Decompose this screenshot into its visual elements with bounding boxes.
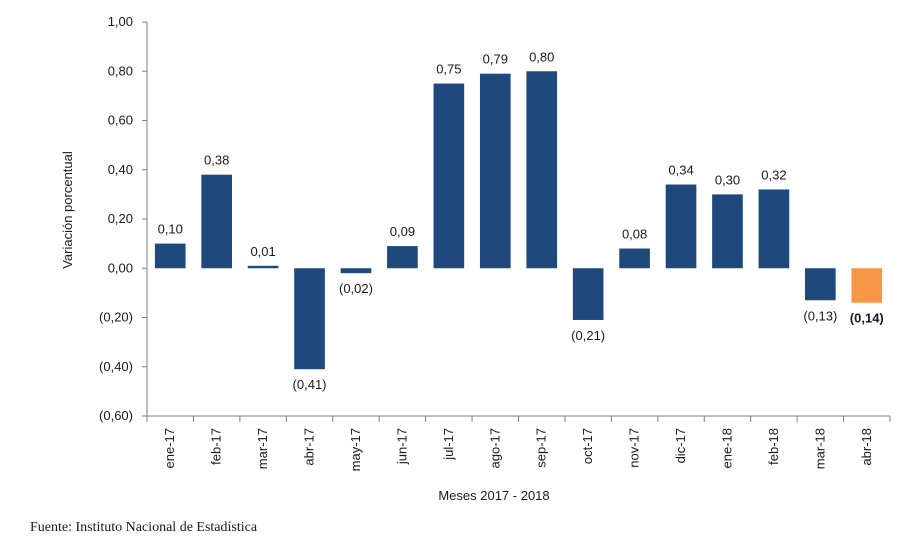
data-label: 0,32 — [761, 167, 786, 182]
bar-may-17 — [340, 268, 372, 274]
bar-jun-17 — [387, 246, 418, 269]
y-tick-label: 0,20 — [108, 211, 133, 226]
data-label: 0,38 — [204, 153, 229, 168]
x-tick-label: feb-17 — [209, 428, 224, 465]
x-tick-label: abr-17 — [302, 428, 317, 466]
data-label: 0,01 — [250, 244, 275, 259]
bars: 0,10 0,38 0,01 (0,41) (0,02) 0,09 0,75 0,79 0,80… — [154, 49, 884, 392]
data-label: 0,79 — [483, 52, 508, 67]
bar-ene-17 — [154, 243, 186, 269]
y-tick-label: 0,00 — [108, 260, 133, 275]
x-tick-label: may-17 — [348, 428, 363, 471]
data-label: (0,14) — [850, 311, 884, 326]
y-tick-label: 1,00 — [108, 14, 133, 29]
data-label: (0,21) — [571, 328, 605, 343]
y-tick-label: (0,20) — [99, 310, 133, 325]
x-tick-label: ene-17 — [162, 428, 177, 468]
bar-ene-18 — [712, 194, 743, 269]
bar-feb-18 — [758, 189, 790, 269]
x-tick-label: jun-17 — [394, 428, 409, 465]
y-tick-label: 0,60 — [108, 113, 133, 128]
x-tick-label: mar-18 — [812, 428, 827, 469]
bar-abr-17 — [294, 268, 325, 370]
data-label: (0,13) — [803, 308, 837, 323]
bar-jul-17 — [433, 83, 465, 269]
x-axis: ene-17 feb-17 mar-17 abr-17 may-17 jun-17 jul-… — [146, 415, 891, 471]
bar-abr-18 — [851, 268, 883, 303]
data-label: (0,02) — [339, 281, 373, 296]
bar-mar-17 — [247, 265, 279, 269]
bar-feb-17 — [201, 174, 232, 269]
data-label: 0,34 — [668, 163, 693, 178]
data-label: 0,80 — [529, 49, 554, 64]
bar-mar-18 — [805, 268, 836, 301]
bar-sep-17 — [526, 71, 558, 269]
bar-dic-17 — [665, 184, 697, 269]
y-tick-label: (0,40) — [99, 359, 133, 374]
bar-ago-17 — [479, 73, 511, 269]
x-tick-label: nov-17 — [627, 428, 642, 468]
data-label: 0,08 — [622, 227, 647, 242]
data-label: (0,41) — [293, 377, 327, 392]
x-axis-label: Meses 2017 - 2018 — [438, 488, 549, 503]
y-axis: 1,00 0,80 0,60 0,40 0,20 0,00 (0,20) (0,40) (0,6… — [99, 14, 148, 423]
x-tick-label: abr-18 — [859, 428, 874, 466]
x-tick-label: ene-18 — [719, 428, 734, 468]
x-tick-label: dic-17 — [673, 428, 688, 463]
x-tick-label: oct-17 — [580, 428, 595, 464]
bar-nov-17 — [619, 248, 650, 269]
source-note: Fuente: Instituto Nacional de Estadístic… — [30, 520, 258, 535]
y-tick-label: (0,60) — [99, 408, 133, 423]
data-label: 0,10 — [158, 222, 183, 237]
data-label: 0,30 — [715, 172, 740, 187]
y-tick-label: 0,40 — [108, 162, 133, 177]
x-tick-label: sep-17 — [534, 428, 549, 468]
y-axis-label: Variación porcentual — [60, 151, 75, 269]
bar-chart: 1,00 0,80 0,60 0,40 0,20 0,00 (0,20) (0,40) (0,6… — [60, 14, 891, 503]
data-label: 0,75 — [436, 62, 461, 77]
x-tick-label: feb-18 — [766, 428, 781, 465]
data-label: 0,09 — [390, 224, 415, 239]
bar-oct-17 — [572, 268, 604, 320]
y-tick-label: 0,80 — [108, 63, 133, 78]
x-tick-label: jul-17 — [441, 428, 456, 461]
x-tick-label: mar-17 — [255, 428, 270, 469]
x-tick-label: ago-17 — [487, 428, 502, 468]
